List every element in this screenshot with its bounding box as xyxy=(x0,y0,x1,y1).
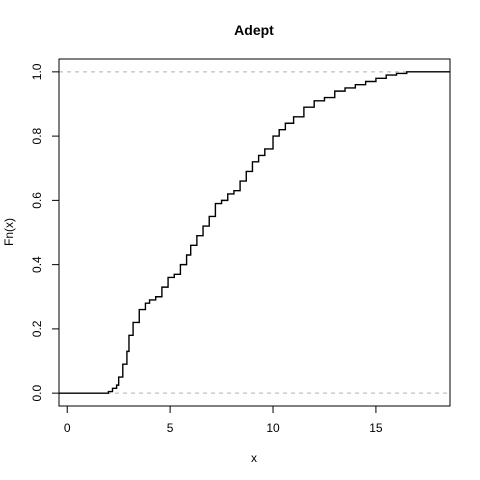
y-axis: 0.0 0.2 0.4 0.6 0.8 1.0 xyxy=(30,63,60,401)
y-tick-label-0: 0.0 xyxy=(30,384,44,401)
y-tick-label-5: 1.0 xyxy=(30,63,44,80)
x-tick-label-2: 10 xyxy=(266,421,280,435)
x-axis: 0 5 10 15 xyxy=(64,405,383,435)
y-tick-label-3: 0.6 xyxy=(30,192,44,209)
reference-lines xyxy=(59,71,450,394)
y-tick-label-4: 0.8 xyxy=(30,127,44,144)
ecdf-curve xyxy=(59,71,450,394)
x-tick-label-3: 15 xyxy=(369,421,383,435)
y-tick-label-1: 0.2 xyxy=(30,320,44,337)
y-tick-label-2: 0.4 xyxy=(30,256,44,273)
plot-frame xyxy=(58,58,451,407)
y-axis-label: Fn(x) xyxy=(2,218,16,246)
x-tick-label-0: 0 xyxy=(64,421,71,435)
x-tick-label-1: 5 xyxy=(167,421,174,435)
ecdf-step-line-0 xyxy=(59,71,450,394)
chart-title: Adept xyxy=(234,22,274,38)
x-axis-label: x xyxy=(251,451,257,465)
